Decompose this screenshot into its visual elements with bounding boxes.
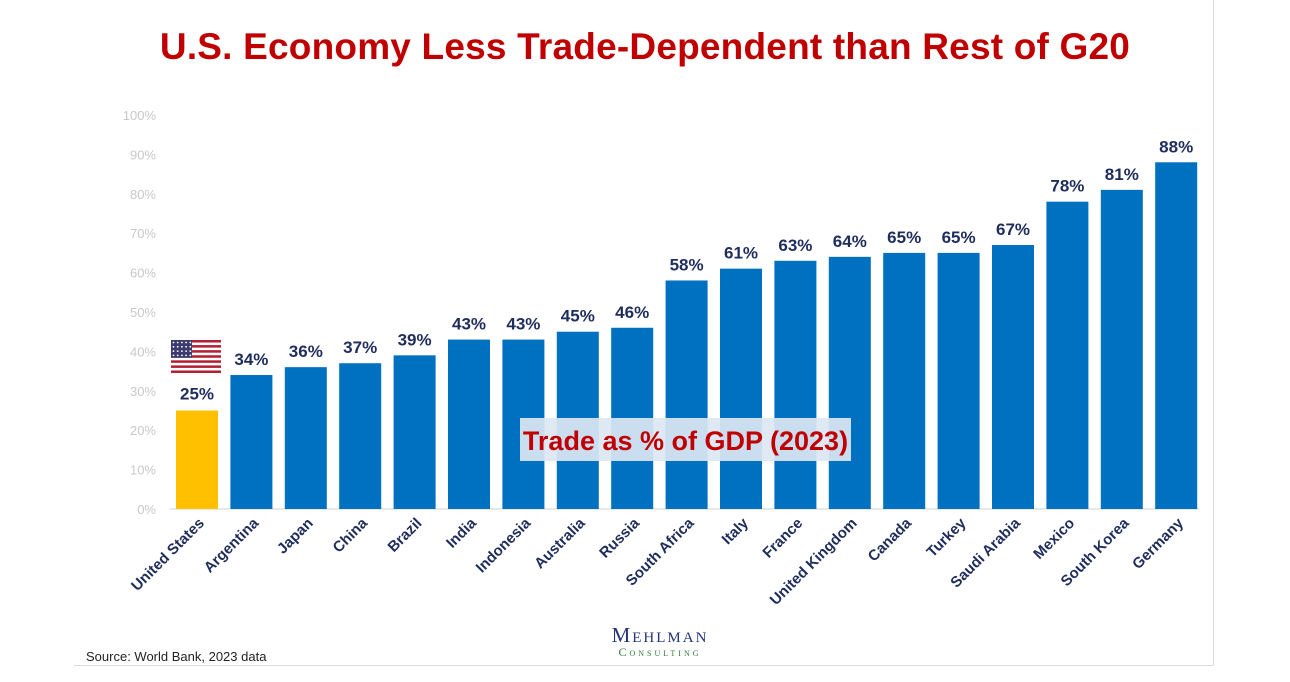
x-tick-label: China [330, 514, 372, 556]
y-tick-label: 20% [130, 423, 156, 438]
data-label: 81% [1105, 165, 1139, 184]
data-labels: 25% 34% 36% 37% 39% 43% 43% 45% 46% 58% 61% 63% 64% 6… [180, 137, 1193, 403]
x-tick-label: Italy [719, 514, 753, 548]
chart-title: U.S. Economy Less Trade-Dependent than R… [159, 26, 1131, 67]
bar-argentina [230, 375, 273, 509]
x-tick-label: Australia [531, 514, 589, 572]
bar-saudi-arabia [992, 245, 1034, 509]
data-label: 25% [180, 385, 214, 404]
chart-annotation: Trade as % of GDP (2023) [520, 418, 851, 461]
y-tick-label: 10% [130, 463, 156, 478]
data-label: 78% [1050, 177, 1084, 196]
y-tick-label: 60% [130, 266, 156, 281]
bar-mexico [1046, 201, 1089, 509]
data-label: 34% [234, 350, 268, 369]
logo-sub: Consulting [618, 645, 702, 659]
bar-canada [883, 252, 926, 509]
bar-italy [720, 268, 762, 509]
x-tick-label: Japan [274, 515, 317, 558]
x-tick-label: Mexico [1030, 515, 1078, 563]
x-tick-label: United States [128, 515, 208, 595]
x-tick-label: India [443, 514, 480, 551]
logo-name: Mehlman [611, 623, 709, 647]
x-tick-label: Germany [1129, 514, 1187, 572]
data-label: 64% [833, 232, 867, 251]
data-label: 67% [996, 220, 1030, 239]
data-label: 65% [887, 228, 921, 247]
bar-china [339, 363, 382, 509]
data-label: 36% [289, 342, 323, 361]
bar-japan [284, 367, 327, 509]
data-label: 61% [724, 244, 758, 263]
data-label: 58% [670, 255, 704, 274]
y-tick-label: 30% [130, 384, 156, 399]
bar-germany [1155, 162, 1198, 509]
data-label: 43% [452, 315, 486, 334]
bar-united-kingdom [828, 256, 871, 509]
data-label: 63% [778, 236, 812, 255]
data-label: 45% [561, 307, 595, 326]
y-axis: 0% 10% 20% 30% 40% 50% 60% 70% 80% 90% 100% [123, 108, 157, 517]
annotation-text: Trade as % of GDP (2023) [523, 426, 848, 456]
bars [176, 162, 1198, 510]
y-tick-label: 40% [130, 344, 156, 359]
x-tick-label: Turkey [923, 514, 969, 560]
x-tick-label: Russia [596, 514, 643, 561]
y-tick-label: 70% [130, 226, 156, 241]
x-tick-label: Indonesia [473, 514, 535, 576]
bar-turkey [937, 252, 980, 509]
data-label: 65% [942, 228, 976, 247]
source-note: Source: World Bank, 2023 data [86, 649, 267, 664]
data-label: 39% [398, 330, 432, 349]
bar-south-korea [1100, 189, 1143, 510]
chart-frame [74, 0, 1214, 666]
bar-united-states [176, 410, 218, 509]
us-flag-icon [171, 340, 221, 373]
x-tick-label: Canada [865, 514, 916, 565]
y-tick-label: 90% [130, 147, 156, 162]
y-tick-label: 50% [130, 305, 156, 320]
y-tick-label: 0% [137, 502, 156, 517]
x-tick-label: France [759, 515, 806, 562]
bar-france [774, 260, 817, 509]
data-label: 37% [343, 338, 377, 357]
data-label: 43% [506, 315, 540, 334]
y-tick-label: 80% [130, 187, 156, 202]
x-tick-label: Argentina [201, 514, 263, 576]
y-tick-label: 100% [123, 108, 157, 123]
bar-brazil [393, 355, 436, 509]
bar-south-africa [665, 280, 708, 509]
x-tick-label: Brazil [385, 515, 426, 556]
bar-india [448, 339, 490, 509]
mehlman-logo: Mehlman Consulting [560, 624, 760, 658]
data-label: 46% [615, 303, 649, 322]
data-label: 88% [1159, 137, 1193, 156]
